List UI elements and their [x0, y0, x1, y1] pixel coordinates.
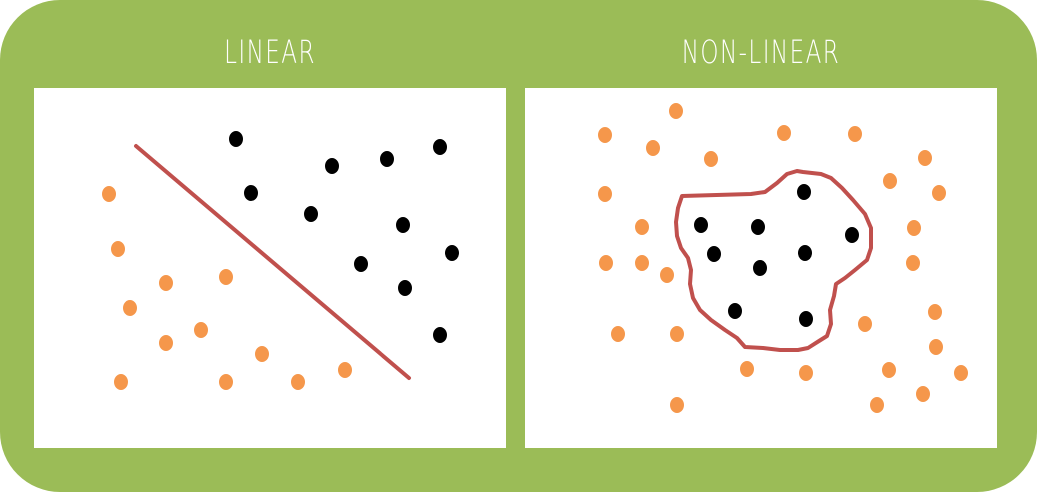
orange-dot	[102, 186, 116, 202]
orange-dot	[916, 386, 930, 402]
black-dot	[354, 256, 368, 272]
orange-dot	[646, 140, 660, 156]
orange-dot	[906, 255, 920, 271]
orange-dot	[338, 362, 352, 378]
orange-dot	[932, 185, 946, 201]
orange-dot	[799, 365, 813, 381]
orange-dot	[599, 255, 613, 271]
orange-dot	[291, 374, 305, 390]
orange-dot	[159, 335, 173, 351]
orange-dot	[598, 186, 612, 202]
nonlinear-black-points	[694, 184, 859, 327]
linear-decision-boundary	[136, 146, 409, 378]
nonlinear-panel	[525, 88, 997, 448]
linear-panel	[34, 88, 506, 448]
black-dot	[433, 139, 447, 155]
orange-dot	[870, 397, 884, 413]
black-dot	[728, 303, 742, 319]
orange-dot	[929, 339, 943, 355]
orange-dot	[907, 220, 921, 236]
orange-dot	[670, 326, 684, 342]
nonlinear-orange-points	[598, 103, 968, 413]
orange-dot	[918, 150, 932, 166]
orange-dot	[670, 397, 684, 413]
orange-dot	[111, 241, 125, 257]
linear-black-points	[229, 131, 459, 343]
linear-plot	[34, 88, 506, 448]
orange-dot	[858, 316, 872, 332]
orange-dot	[954, 365, 968, 381]
orange-dot	[123, 300, 137, 316]
orange-dot	[704, 151, 718, 167]
orange-dot	[660, 267, 674, 283]
orange-dot	[740, 361, 754, 377]
black-dot	[445, 245, 459, 261]
black-dot	[380, 151, 394, 167]
black-dot	[845, 227, 859, 243]
orange-dot	[635, 219, 649, 235]
orange-dot	[635, 255, 649, 271]
black-dot	[398, 280, 412, 296]
black-dot	[304, 206, 318, 222]
black-dot	[229, 131, 243, 147]
linear-title: LINEAR	[100, 30, 440, 74]
nonlinear-decision-boundary	[676, 171, 871, 350]
orange-dot	[669, 103, 683, 119]
black-dot	[694, 217, 708, 233]
nonlinear-title: NON-LINEAR	[591, 30, 931, 74]
black-dot	[751, 219, 765, 235]
orange-dot	[882, 362, 896, 378]
nonlinear-plot	[525, 88, 997, 448]
black-dot	[799, 311, 813, 327]
black-dot	[244, 185, 258, 201]
black-dot	[325, 158, 339, 174]
orange-dot	[928, 304, 942, 320]
black-dot	[753, 260, 767, 276]
orange-dot	[114, 374, 128, 390]
orange-dot	[848, 126, 862, 142]
orange-dot	[598, 127, 612, 143]
black-dot	[797, 184, 811, 200]
orange-dot	[159, 275, 173, 291]
orange-dot	[611, 326, 625, 342]
orange-dot	[219, 374, 233, 390]
orange-dot	[255, 346, 269, 362]
orange-dot	[777, 125, 791, 141]
black-dot	[396, 217, 410, 233]
black-dot	[798, 245, 812, 261]
black-dot	[433, 327, 447, 343]
black-dot	[707, 246, 721, 262]
orange-dot	[883, 173, 897, 189]
orange-dot	[194, 322, 208, 338]
orange-dot	[219, 269, 233, 285]
